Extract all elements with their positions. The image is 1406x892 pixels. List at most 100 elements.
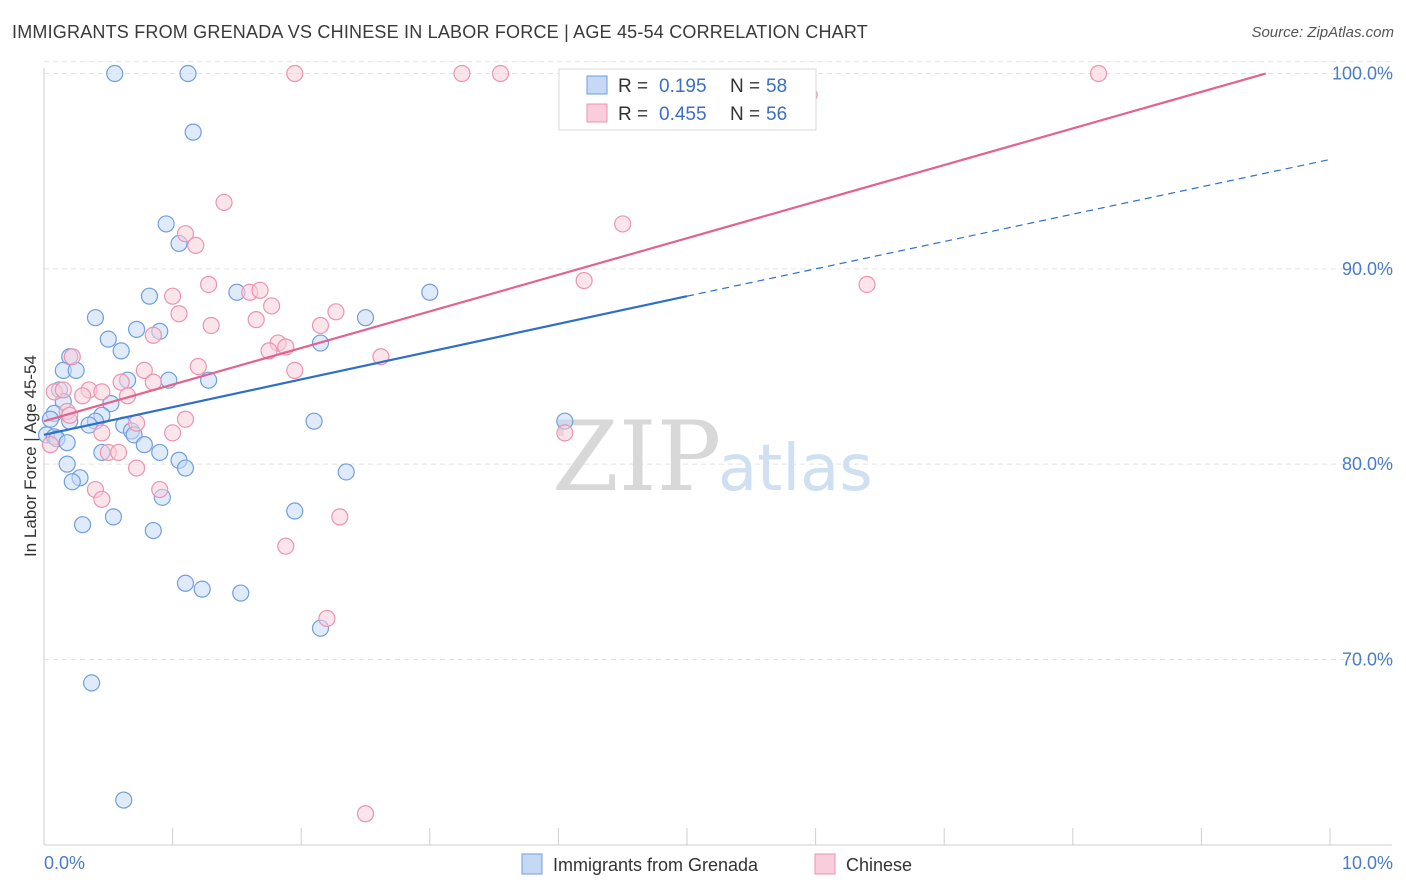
y-tick-labels: 70.0% 80.0% 90.0% 100.0% — [1332, 64, 1393, 670]
legend-r-label-grenada: R = — [618, 76, 648, 97]
source-label: Source: ZipAtlas.com — [1251, 24, 1394, 41]
chinese-point — [356, 805, 375, 823]
chinese-point — [215, 193, 233, 212]
bottom-legend-label-grenada: Immigrants from Grenada — [553, 855, 759, 875]
grenada-point — [99, 330, 117, 348]
chinese-point — [311, 316, 330, 335]
chinese-point — [263, 297, 281, 315]
top-legend: R = 0.195 N = 58 R = 0.455 N = 56 — [558, 68, 817, 131]
chinese-point — [176, 225, 195, 243]
chinese-point — [63, 348, 81, 366]
chinese-point — [189, 357, 207, 376]
chinese-point — [164, 424, 182, 442]
grenada-point — [356, 309, 375, 327]
chinese-point — [144, 326, 162, 344]
grenada-point — [104, 508, 123, 526]
legend-n-value-grenada: 58 — [766, 76, 787, 97]
chinese-point — [73, 387, 92, 405]
grenada-point — [127, 320, 146, 338]
chinese-point — [127, 459, 146, 477]
grenada-point — [112, 342, 130, 360]
chinese-point — [614, 215, 632, 233]
y-tick-label: 70.0% — [1342, 649, 1393, 669]
chinese-point — [453, 64, 471, 83]
series-grenada-points — [37, 64, 574, 809]
trend-lines — [43, 72, 1331, 436]
grenada-point — [63, 473, 81, 491]
trend-line-grenada — [43, 295, 688, 436]
chinese-point — [327, 303, 345, 321]
grenada-point — [144, 521, 162, 540]
chinese-point — [1089, 64, 1108, 83]
grenada-point — [151, 443, 169, 462]
grenada-point — [115, 791, 133, 809]
trend-line-grenada-extrapolated — [686, 158, 1331, 297]
chinese-point — [247, 311, 265, 329]
legend-r-value-chinese: 0.455 — [659, 104, 707, 125]
chinese-point — [93, 383, 111, 401]
grenada-point — [421, 283, 439, 301]
y-tick-label: 100.0% — [1332, 64, 1393, 84]
chinese-point — [277, 537, 295, 555]
grenada-point — [86, 309, 105, 327]
chinese-point — [286, 361, 304, 379]
series-chinese-points — [41, 64, 1108, 823]
grenada-point — [176, 574, 195, 592]
legend-swatch-grenada — [586, 75, 608, 95]
chinese-point — [164, 287, 182, 305]
legend-swatch-chinese — [586, 103, 608, 123]
chinese-point — [858, 275, 876, 294]
watermark-zip: ZIP — [552, 401, 721, 513]
chinese-point — [251, 281, 269, 299]
chinese-point — [151, 480, 169, 499]
grenada-point — [157, 215, 175, 233]
chinese-point — [556, 424, 574, 442]
grenada-point — [73, 516, 92, 534]
grenada-point — [193, 580, 211, 598]
grenada-point — [232, 584, 250, 602]
gridlines — [43, 61, 1392, 845]
grenada-point — [179, 64, 197, 83]
legend-n-label-chinese: N = — [730, 104, 760, 125]
chinese-point — [318, 609, 336, 628]
y-axis-label: In Labor Force | Age 45-54 — [21, 355, 40, 557]
chinese-point — [286, 64, 304, 83]
x-tick-label: 10.0% — [1342, 853, 1393, 873]
legend-n-label-grenada: N = — [730, 76, 760, 97]
x-tick-labels: 0.0% 10.0% — [44, 853, 1393, 873]
watermark-atlas: atlas — [718, 432, 873, 506]
chinese-point — [170, 305, 188, 323]
chinese-point — [176, 410, 195, 428]
chart-title: IMMIGRANTS FROM GRENADA VS CHINESE IN LA… — [12, 22, 868, 42]
chinese-point — [54, 381, 72, 399]
grenada-point — [184, 123, 202, 141]
chinese-point — [109, 443, 128, 462]
grenada-point — [82, 674, 101, 692]
chinese-point — [187, 236, 205, 255]
legend-r-value-grenada: 0.195 — [659, 76, 707, 97]
chinese-point — [93, 490, 111, 508]
bottom-legend-label-chinese: Chinese — [846, 855, 912, 875]
chinese-point — [200, 275, 218, 294]
grenada-point — [305, 412, 323, 430]
trend-line-chinese — [43, 72, 1267, 423]
chinese-point — [202, 316, 220, 335]
grenada-point — [176, 459, 195, 477]
chinese-point — [491, 64, 510, 83]
x-tick-label: 0.0% — [44, 853, 85, 873]
legend-n-value-chinese: 56 — [766, 104, 787, 125]
grenada-point — [140, 287, 159, 305]
grenada-point — [58, 434, 76, 452]
grenada-point — [58, 455, 76, 473]
chinese-point — [93, 424, 111, 442]
y-tick-label: 80.0% — [1342, 454, 1393, 474]
grenada-point — [106, 64, 124, 83]
bottom-legend-swatch-grenada — [521, 853, 543, 875]
grenada-point — [286, 502, 304, 520]
grenada-point — [337, 463, 355, 481]
watermark: ZIP atlas — [552, 401, 873, 513]
grenada-point — [135, 436, 153, 454]
chinese-point — [41, 436, 60, 454]
y-tick-label: 90.0% — [1342, 259, 1393, 279]
